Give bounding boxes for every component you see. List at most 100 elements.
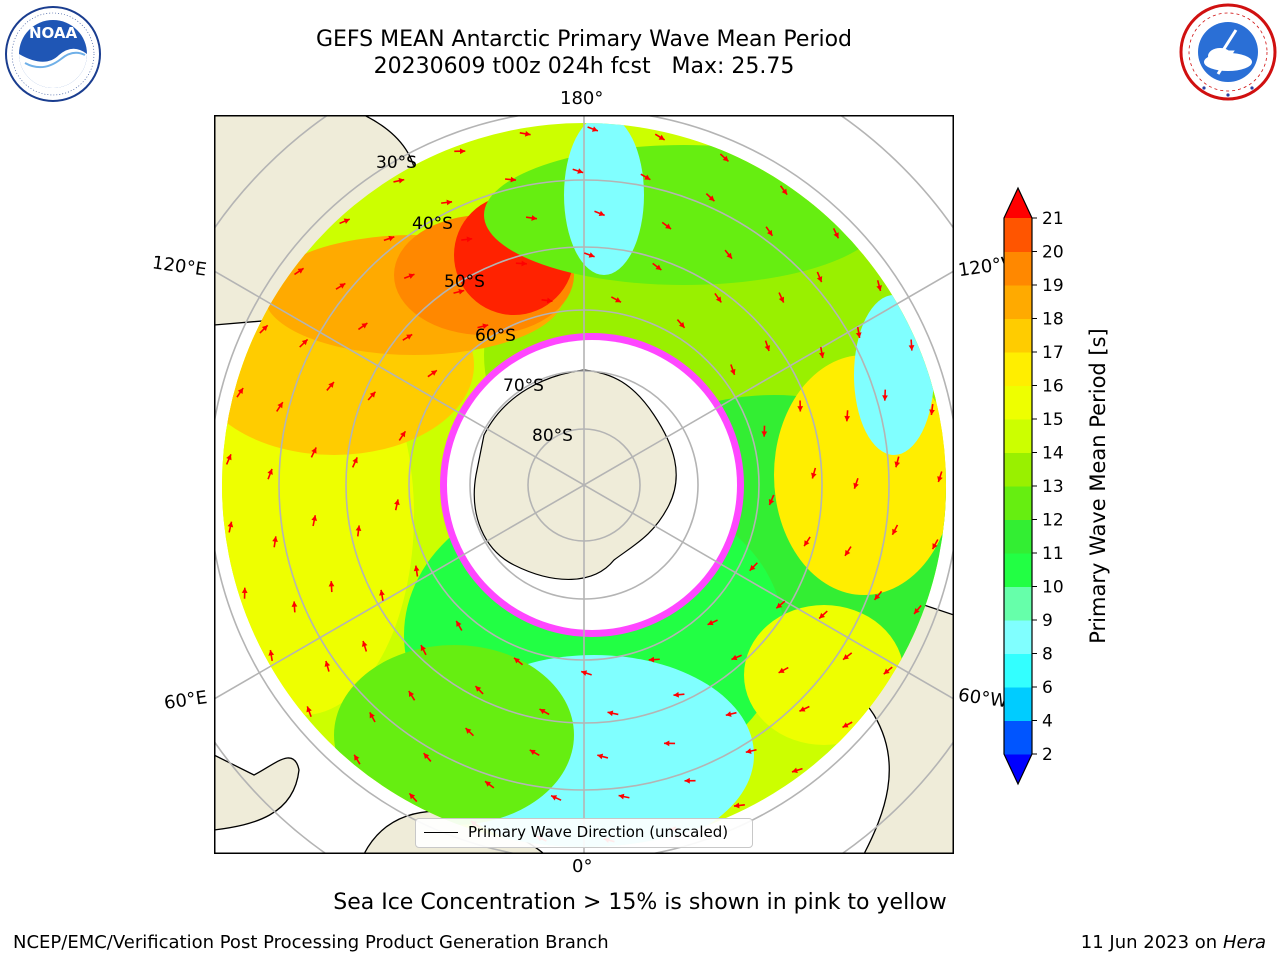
colorbar-tick-label: 12 <box>1042 511 1064 531</box>
direction-arrow-head <box>227 521 234 528</box>
lon-label-120e: 120°E <box>150 252 208 281</box>
direction-arrow-head <box>607 710 614 717</box>
colorbar-band <box>1004 419 1032 453</box>
lon-label-180: 180° <box>560 88 604 109</box>
colorbar-band <box>1004 486 1032 520</box>
direction-arrow-head <box>241 587 248 594</box>
lon-label-0: 0° <box>572 856 593 877</box>
direction-arrow-head <box>355 525 362 532</box>
direction-arrow-head <box>237 388 244 395</box>
colorbar-tick-label: 10 <box>1042 578 1064 598</box>
direction-arrow-head <box>855 332 862 338</box>
colorbar-over-extension <box>1004 188 1032 218</box>
direction-arrow-head <box>311 515 318 521</box>
colorbar-band <box>1004 519 1032 554</box>
direction-arrow-head <box>725 711 732 717</box>
direction-arrow-head <box>456 620 462 627</box>
direction-arrow-head <box>778 667 785 673</box>
direction-arrow-head <box>811 472 817 479</box>
direction-arrow-head <box>665 223 672 229</box>
direction-arrow-head <box>781 188 788 195</box>
direction-arrow-head <box>673 691 679 698</box>
direction-arrow-head <box>730 368 736 375</box>
direction-arrow-head <box>894 461 901 468</box>
direction-arrow-head <box>297 268 304 274</box>
direction-arrow-head <box>423 753 430 759</box>
direction-arrow-head <box>458 288 465 295</box>
direction-arrow-head <box>369 391 376 398</box>
direction-arrow-head <box>804 540 810 547</box>
graticule <box>214 115 954 854</box>
direction-arrow-head <box>328 581 335 587</box>
direction-arrow-head <box>446 199 453 206</box>
direction-arrow-head <box>853 482 859 489</box>
direction-arrow-head <box>844 415 851 422</box>
direction-arrow-head <box>914 608 920 614</box>
colorbar-tick-label: 13 <box>1042 477 1064 497</box>
direction-arrow-head <box>588 252 595 258</box>
lat-label-80s: 80°S <box>532 426 573 446</box>
direction-arrow-head <box>731 654 738 661</box>
direction-arrow-head <box>413 565 420 572</box>
colorbar-tick-label: 15 <box>1042 410 1064 430</box>
direction-arrow-head <box>510 176 517 183</box>
direction-arrow-head <box>369 712 375 719</box>
direction-arrow-head <box>908 345 915 351</box>
chart-title: GEFS MEAN Antarctic Primary Wave Mean Pe… <box>315 27 853 52</box>
direction-arrow-head <box>268 650 275 656</box>
colorbar-band <box>1004 653 1032 688</box>
direction-arrow-head <box>937 476 943 483</box>
direction-arrow-head <box>799 706 806 712</box>
direction-arrow-head <box>876 285 882 291</box>
direction-arrow-head <box>311 447 317 454</box>
direction-arrow-head <box>708 195 715 202</box>
direction-arrow-head <box>843 654 849 660</box>
colorbar-tick-label: 11 <box>1042 544 1064 564</box>
colorbar-tick-label: 16 <box>1042 377 1064 397</box>
direction-arrow-head <box>816 276 823 283</box>
colorbar-band <box>1004 218 1032 252</box>
colorbar-band <box>1004 553 1032 587</box>
direction-arrow-head <box>475 686 482 692</box>
date-text: 11 Jun 2023 on <box>1080 932 1218 953</box>
direction-arrow-head <box>577 168 584 174</box>
direction-arrow-head <box>658 134 665 140</box>
direction-arrow-head <box>521 260 527 267</box>
direction-arrow-head <box>485 781 491 787</box>
direction-arrow-head <box>408 273 415 279</box>
colorbar-tick-label: 14 <box>1042 444 1064 464</box>
direction-arrow-head <box>726 252 732 259</box>
direction-arrow-head <box>267 468 273 475</box>
direction-arrow-head <box>406 334 413 340</box>
colorbar-band <box>1004 251 1032 286</box>
date-stamp: 11 Jun 2023 on Hera <box>1081 932 1266 953</box>
direction-arrow-head <box>531 215 537 221</box>
lat-label-50s: 50°S <box>444 272 485 292</box>
direction-arrow-head <box>883 668 890 675</box>
colorbar-band <box>1004 620 1032 654</box>
direction-arrow-head <box>272 536 278 543</box>
direction-arrow-head <box>398 177 405 184</box>
direction-arrow-head <box>394 499 400 506</box>
legend-line-swatch <box>424 832 458 833</box>
direction-arrow-head <box>722 155 729 162</box>
direction-arrow-head <box>591 126 598 132</box>
direction-arrow-head <box>343 218 350 224</box>
direction-arrow-head <box>361 323 368 329</box>
direction-arrow-head <box>465 728 472 734</box>
direction-arrow-head <box>482 323 489 330</box>
sea-ice-note: Sea Ice Concentration > 15% is shown in … <box>333 890 947 915</box>
colorbar-tick-label: 9 <box>1042 611 1053 631</box>
direction-arrow-head <box>551 795 558 801</box>
direction-arrow-head <box>328 382 334 388</box>
direction-arrow-head <box>684 777 690 784</box>
credit-line: NCEP/EMC/Verification Post Processing Pr… <box>13 932 609 953</box>
colorbar-band <box>1004 385 1032 420</box>
direction-arrow-head <box>778 296 785 303</box>
legend-label: Primary Wave Direction (unscaled) <box>468 823 729 841</box>
direction-arrow-head <box>226 454 232 461</box>
direction-arrow-head <box>932 543 938 550</box>
direction-arrow-head <box>707 619 714 626</box>
direction-arrow-head <box>352 457 358 464</box>
direction-arrow-head <box>514 657 520 664</box>
